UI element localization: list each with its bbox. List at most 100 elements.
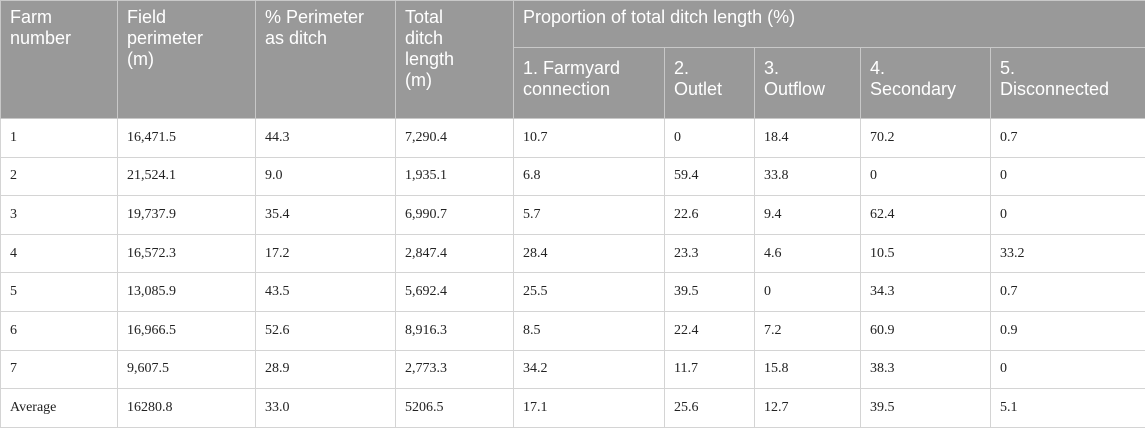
group-header: Proportion of total ditch length (%) — [514, 1, 1145, 48]
table-cell: 9,607.5 — [118, 350, 256, 389]
subcolumn-header-text: 1. Farmyard connection — [523, 58, 643, 100]
subcolumn-header: 3. Outflow — [755, 48, 861, 119]
table-cell: 35.4 — [256, 196, 396, 235]
subcolumn-header: 2. Outlet — [665, 48, 755, 119]
table-header: Farm number Field perimeter (m) % Perimete… — [1, 1, 1145, 119]
table-cell: 0 — [991, 157, 1145, 196]
table-cell: 0.7 — [991, 273, 1145, 312]
table-cell: 8.5 — [514, 311, 665, 350]
column-header-text: Total ditch length (m) — [405, 7, 467, 91]
subcolumn-header: 1. Farmyard connection — [514, 48, 665, 119]
column-header-text: Field perimeter (m) — [127, 7, 219, 70]
subcolumn-header: 4. Secondary — [861, 48, 991, 119]
table-cell: 5206.5 — [396, 389, 514, 428]
table-cell: 33.8 — [755, 157, 861, 196]
table-cell: 10.5 — [861, 234, 991, 273]
column-header: Field perimeter (m) — [118, 1, 256, 119]
table-cell: 22.4 — [665, 311, 755, 350]
table-cell: 28.4 — [514, 234, 665, 273]
table-cell: 17.1 — [514, 389, 665, 428]
table-cell: 44.3 — [256, 119, 396, 158]
subcolumn-header-text: 3. Outflow — [764, 58, 834, 100]
table-cell: 15.8 — [755, 350, 861, 389]
table-cell: 7.2 — [755, 311, 861, 350]
table-cell: 60.9 — [861, 311, 991, 350]
table-cell: 33.2 — [991, 234, 1145, 273]
subcolumn-header-text: 4. Secondary — [870, 58, 960, 100]
table-cell: Average — [1, 389, 118, 428]
table-cell: 17.2 — [256, 234, 396, 273]
column-header: Total ditch length (m) — [396, 1, 514, 119]
table-cell: 16,471.5 — [118, 119, 256, 158]
column-header: Farm number — [1, 1, 118, 119]
table-cell: 16,966.5 — [118, 311, 256, 350]
table-cell: 0 — [665, 119, 755, 158]
table-cell: 13,085.9 — [118, 273, 256, 312]
table-cell: 33.0 — [256, 389, 396, 428]
table-cell: 0 — [991, 196, 1145, 235]
table-cell: 7 — [1, 350, 118, 389]
table-cell: 8,916.3 — [396, 311, 514, 350]
table-cell: 1 — [1, 119, 118, 158]
table-cell: 39.5 — [665, 273, 755, 312]
table-cell: 9.4 — [755, 196, 861, 235]
table-cell: 2,847.4 — [396, 234, 514, 273]
table-cell: 19,737.9 — [118, 196, 256, 235]
table-cell: 25.5 — [514, 273, 665, 312]
table-cell: 38.3 — [861, 350, 991, 389]
table-cell: 6 — [1, 311, 118, 350]
table-cell: 16,572.3 — [118, 234, 256, 273]
table-cell: 12.7 — [755, 389, 861, 428]
table-cell: 23.3 — [665, 234, 755, 273]
table-cell: 62.4 — [861, 196, 991, 235]
group-header-text: Proportion of total ditch length (%) — [523, 7, 1137, 28]
table-cell: 5.7 — [514, 196, 665, 235]
table-cell: 43.5 — [256, 273, 396, 312]
subcolumn-header-text: 5. Disconnected — [1000, 58, 1120, 100]
table-cell: 4 — [1, 234, 118, 273]
table-cell: 2 — [1, 157, 118, 196]
table-cell: 4.6 — [755, 234, 861, 273]
table-cell: 9.0 — [256, 157, 396, 196]
table-cell: 0 — [991, 350, 1145, 389]
table-cell: 34.2 — [514, 350, 665, 389]
column-header-text: Farm number — [10, 7, 90, 49]
table-cell: 10.7 — [514, 119, 665, 158]
table-cell: 6.8 — [514, 157, 665, 196]
table-cell: 21,524.1 — [118, 157, 256, 196]
column-header-text: % Perimeter as ditch — [265, 7, 377, 49]
table-cell: 0 — [755, 273, 861, 312]
table-cell: 0.9 — [991, 311, 1145, 350]
table-cell: 59.4 — [665, 157, 755, 196]
table-cell: 25.6 — [665, 389, 755, 428]
table-cell: 5 — [1, 273, 118, 312]
subcolumn-header-text: 2. Outlet — [674, 58, 734, 100]
table-cell: 2,773.3 — [396, 350, 514, 389]
table-cell: 22.6 — [665, 196, 755, 235]
table-cell: 52.6 — [256, 311, 396, 350]
table-cell: 28.9 — [256, 350, 396, 389]
table-cell: 3 — [1, 196, 118, 235]
table-cell: 18.4 — [755, 119, 861, 158]
table-cell: 70.2 — [861, 119, 991, 158]
table-cell: 16280.8 — [118, 389, 256, 428]
table-cell: 6,990.7 — [396, 196, 514, 235]
subcolumn-header: 5. Disconnected — [991, 48, 1145, 119]
table-cell: 39.5 — [861, 389, 991, 428]
table-cell: 1,935.1 — [396, 157, 514, 196]
table-cell: 5,692.4 — [396, 273, 514, 312]
column-header: % Perimeter as ditch — [256, 1, 396, 119]
table-cell: 0 — [861, 157, 991, 196]
table-cell: 34.3 — [861, 273, 991, 312]
table-cell: 5.1 — [991, 389, 1145, 428]
